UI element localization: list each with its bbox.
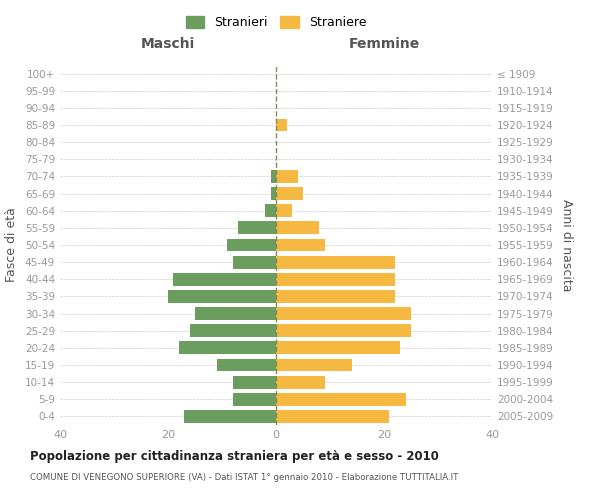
- Bar: [276, 290, 395, 303]
- Bar: [276, 358, 352, 372]
- Text: Popolazione per cittadinanza straniera per età e sesso - 2010: Popolazione per cittadinanza straniera p…: [30, 450, 439, 463]
- Bar: [276, 222, 319, 234]
- Bar: [233, 376, 276, 388]
- Bar: [217, 358, 276, 372]
- Bar: [173, 273, 276, 285]
- Bar: [276, 410, 389, 423]
- Y-axis label: Fasce di età: Fasce di età: [5, 208, 18, 282]
- Bar: [276, 238, 325, 252]
- Bar: [233, 393, 276, 406]
- Bar: [276, 393, 406, 406]
- Bar: [276, 204, 292, 217]
- Bar: [190, 324, 276, 337]
- Bar: [271, 187, 276, 200]
- Bar: [276, 187, 303, 200]
- Bar: [265, 204, 276, 217]
- Bar: [184, 410, 276, 423]
- Bar: [179, 342, 276, 354]
- Text: Femmine: Femmine: [349, 38, 419, 52]
- Bar: [271, 170, 276, 183]
- Bar: [233, 256, 276, 268]
- Y-axis label: Anni di nascita: Anni di nascita: [560, 198, 573, 291]
- Bar: [168, 290, 276, 303]
- Bar: [276, 307, 411, 320]
- Bar: [276, 118, 287, 132]
- Bar: [238, 222, 276, 234]
- Text: Maschi: Maschi: [141, 38, 195, 52]
- Bar: [276, 376, 325, 388]
- Text: COMUNE DI VENEGONO SUPERIORE (VA) - Dati ISTAT 1° gennaio 2010 - Elaborazione TU: COMUNE DI VENEGONO SUPERIORE (VA) - Dati…: [30, 472, 458, 482]
- Bar: [195, 307, 276, 320]
- Bar: [227, 238, 276, 252]
- Bar: [276, 256, 395, 268]
- Legend: Stranieri, Straniere: Stranieri, Straniere: [181, 11, 371, 34]
- Bar: [276, 273, 395, 285]
- Bar: [276, 170, 298, 183]
- Bar: [276, 342, 400, 354]
- Bar: [276, 324, 411, 337]
